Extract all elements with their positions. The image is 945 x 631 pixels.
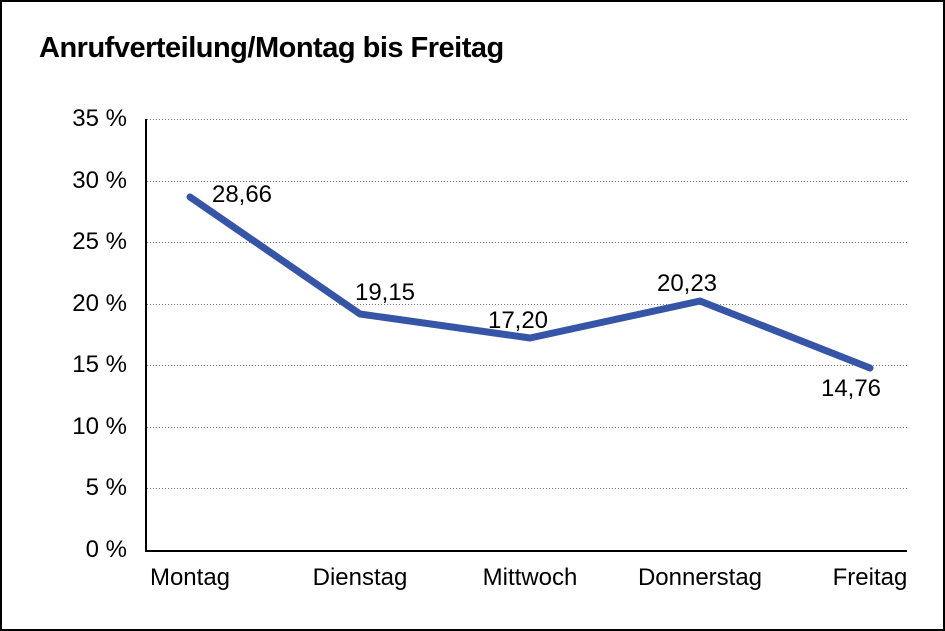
- y-tick-label-10: 10 %: [72, 413, 127, 440]
- x-tick-label-mittwoch: Mittwoch: [482, 564, 578, 591]
- data-label-montag: 28,66: [211, 181, 273, 209]
- y-tick-label-5: 5 %: [85, 474, 127, 501]
- y-tick-label-0: 0 %: [85, 536, 127, 563]
- data-label-mittwoch: 17,20: [487, 307, 549, 335]
- chart-title: Anrufverteilung/Montag bis Freitag: [39, 32, 504, 64]
- gridline-15: [147, 365, 907, 366]
- y-tick-label-15: 15 %: [72, 351, 127, 378]
- data-label-donnerstag: 20,23: [656, 269, 718, 297]
- y-tick-label-20: 20 %: [72, 290, 127, 317]
- y-tick-label-35: 35 %: [72, 105, 127, 132]
- gridline-35: [147, 119, 907, 120]
- x-tick-label-dienstag: Dienstag: [312, 564, 408, 591]
- gridline-30: [147, 181, 907, 182]
- gridline-25: [147, 242, 907, 243]
- gridline-5: [147, 488, 907, 489]
- x-tick-label-montag: Montag: [149, 564, 231, 591]
- x-tick-label-freitag: Freitag: [832, 564, 908, 591]
- data-label-dienstag: 19,15: [354, 279, 416, 307]
- gridline-20: [147, 304, 907, 305]
- gridline-10: [147, 427, 907, 428]
- x-tick-label-donnerstag: Donnerstag: [637, 564, 763, 591]
- y-tick-label-30: 30 %: [72, 167, 127, 194]
- data-label-freitag: 14,76: [820, 375, 882, 403]
- y-tick-label-25: 25 %: [72, 228, 127, 255]
